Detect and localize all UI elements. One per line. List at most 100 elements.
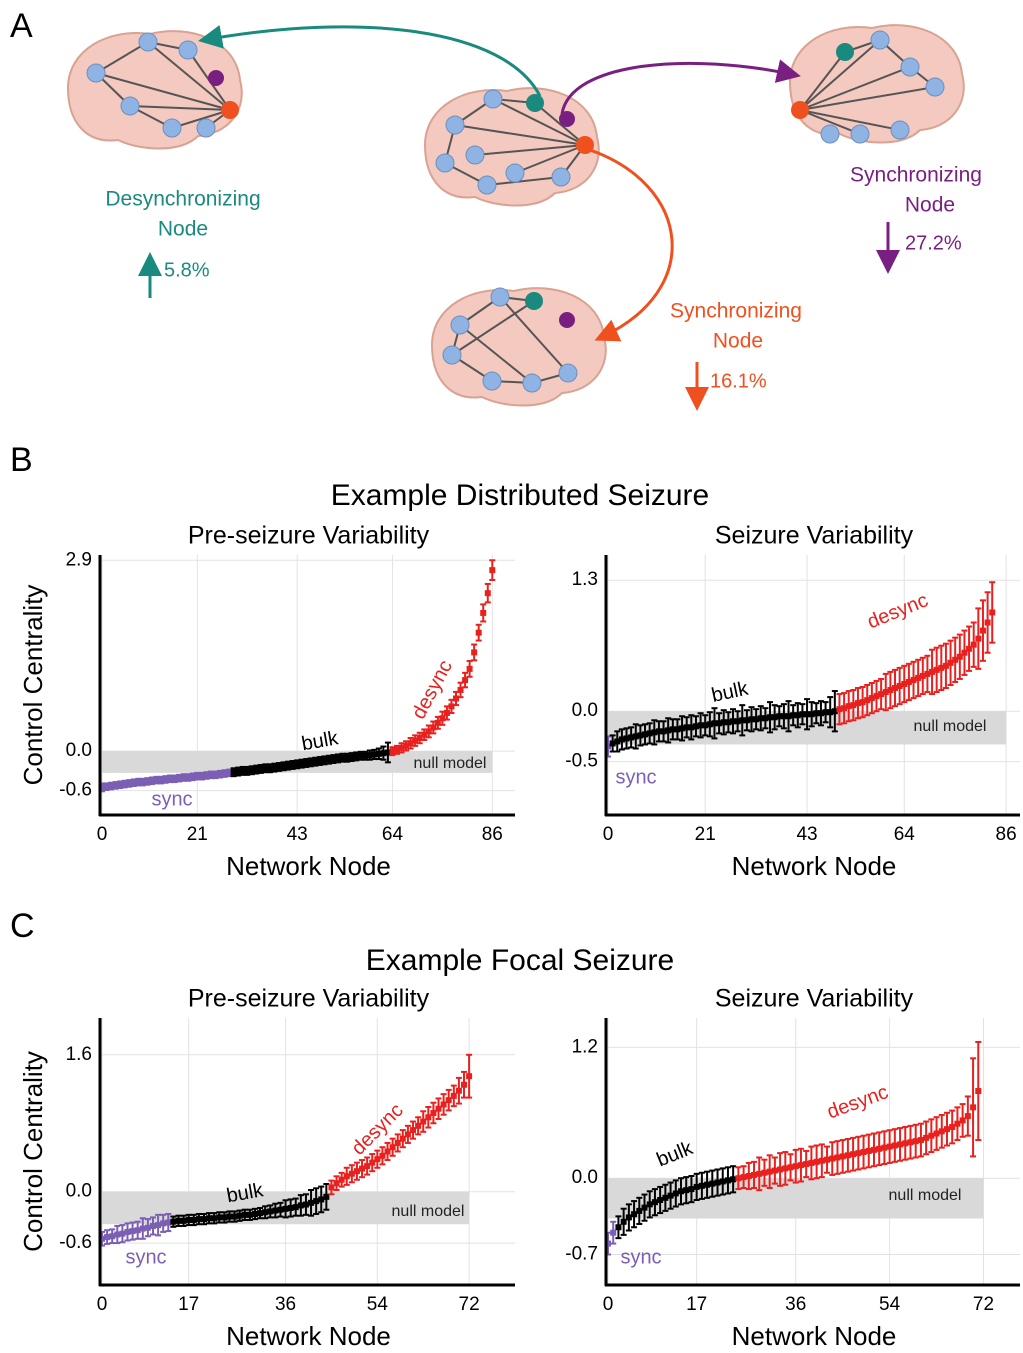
point (277, 1206, 284, 1213)
point (662, 1194, 669, 1201)
point (455, 1087, 462, 1094)
point (942, 662, 949, 669)
point (771, 1167, 778, 1174)
point (294, 761, 301, 768)
point (416, 734, 423, 741)
point (384, 749, 391, 756)
point (873, 693, 880, 700)
point (231, 1213, 238, 1220)
y-tick-label: -0.6 (59, 1232, 92, 1253)
point (902, 1140, 909, 1147)
point (631, 1211, 638, 1218)
point (359, 1165, 366, 1172)
point (158, 777, 164, 784)
point (919, 672, 926, 679)
point (246, 1211, 253, 1218)
point (333, 1180, 340, 1187)
point (221, 770, 228, 777)
point (160, 1220, 167, 1227)
point (323, 1193, 330, 1200)
point (628, 734, 635, 741)
x-tick-label: 54 (367, 1294, 389, 1315)
y-tick-label: 0.0 (66, 1181, 92, 1202)
point (371, 751, 378, 758)
point (672, 1190, 679, 1197)
point (407, 740, 414, 747)
point (642, 731, 649, 738)
point (475, 629, 482, 636)
x-tick-label: 36 (275, 1294, 296, 1315)
point (818, 1157, 825, 1164)
point (272, 1207, 279, 1214)
node-label: Node (905, 194, 955, 217)
y-tick-label: -0.6 (59, 780, 92, 801)
point (112, 782, 119, 789)
point (897, 1141, 904, 1148)
y-axis-label: Control Centrality (18, 585, 48, 786)
point (952, 656, 959, 663)
point (719, 1178, 726, 1185)
y-tick-label: 1.3 (572, 569, 598, 590)
point (878, 691, 885, 698)
point (282, 1205, 289, 1212)
point (970, 1104, 977, 1111)
y-tick-label: 1.2 (572, 1036, 598, 1057)
point (114, 1231, 121, 1238)
point (799, 711, 806, 718)
point (139, 779, 146, 786)
point (440, 1101, 447, 1108)
point (989, 609, 996, 616)
point (829, 1155, 836, 1162)
point (938, 1128, 945, 1135)
node-label: Synchronizing (850, 164, 982, 187)
point (766, 1168, 773, 1175)
change-label: 27.2% (905, 232, 962, 254)
null-model-label: null model (889, 1187, 962, 1204)
point (794, 712, 801, 719)
point (457, 686, 464, 693)
point (756, 1170, 763, 1177)
point (357, 752, 364, 759)
point (448, 703, 455, 710)
point (466, 665, 473, 672)
point (966, 645, 973, 652)
point (471, 649, 478, 656)
point (366, 752, 373, 759)
chart-title: Pre-seizure Variability (188, 522, 430, 550)
point (660, 728, 667, 735)
point (641, 1204, 648, 1211)
point (891, 1142, 898, 1149)
x-axis-label: Network Node (226, 851, 391, 881)
point (129, 1228, 136, 1235)
change-label: 16.1% (710, 370, 767, 392)
point (267, 1208, 274, 1215)
y-tick-label: 0.0 (572, 1167, 598, 1188)
x-tick-label: 17 (686, 1294, 707, 1315)
point (792, 1163, 799, 1170)
point (313, 1198, 320, 1205)
point (797, 1162, 804, 1169)
point (364, 1163, 371, 1170)
point (938, 664, 945, 671)
point (394, 1139, 401, 1146)
point (253, 766, 260, 773)
point (316, 758, 323, 765)
chart-title: Seizure Variability (715, 985, 914, 1013)
point (353, 753, 360, 760)
point (886, 1143, 893, 1150)
point (954, 1120, 961, 1127)
point (844, 1152, 851, 1159)
point (241, 1211, 248, 1218)
x-tick-label: 36 (785, 1294, 806, 1315)
point (892, 685, 899, 692)
point (389, 748, 396, 755)
point (618, 736, 625, 743)
panel-label: B (10, 441, 33, 479)
point (109, 1233, 116, 1240)
point (709, 1180, 716, 1187)
point (99, 784, 105, 791)
point (135, 779, 142, 786)
point (929, 668, 936, 675)
point (185, 1216, 192, 1223)
point (782, 1165, 789, 1172)
